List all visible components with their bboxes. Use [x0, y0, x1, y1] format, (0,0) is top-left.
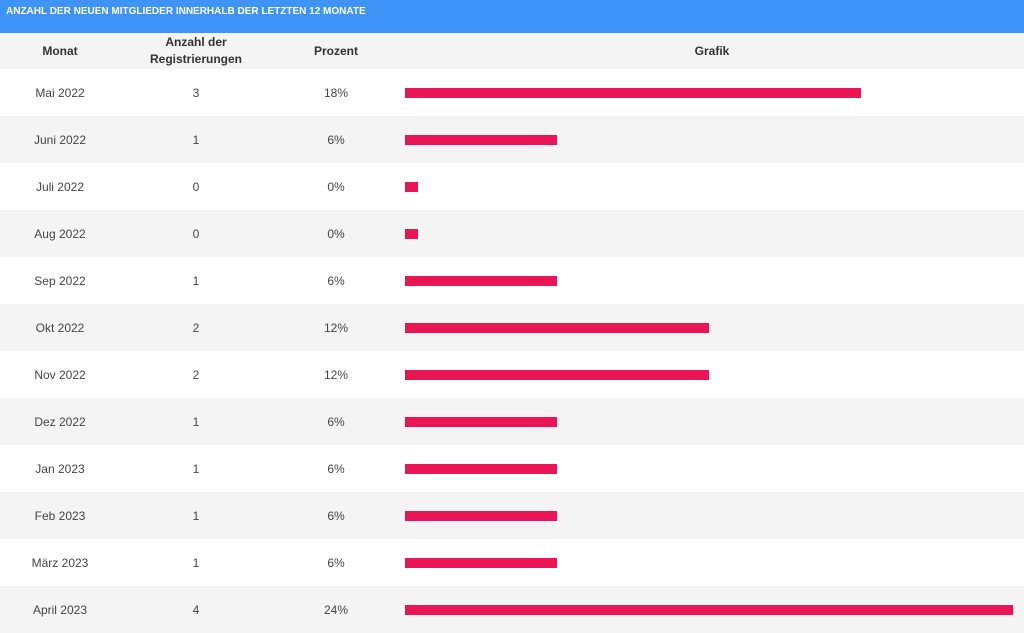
percent-cell: 6% — [272, 398, 400, 445]
count-cell: 1 — [120, 116, 272, 163]
month-cell: Okt 2022 — [0, 304, 120, 351]
registrations-table: Monat Anzahl der Registrierungen Prozent … — [0, 33, 1024, 633]
table-row: Okt 2022 2 12% — [0, 304, 1024, 351]
percent-cell: 12% — [272, 304, 400, 351]
bar-track — [405, 557, 1013, 568]
bar-track — [405, 604, 1013, 615]
percent-cell: 18% — [272, 69, 400, 116]
table-row: Nov 2022 2 12% — [0, 351, 1024, 398]
month-cell: Nov 2022 — [0, 351, 120, 398]
bar-cell — [400, 351, 1024, 398]
column-header-percent: Prozent — [272, 33, 400, 69]
bar-9 — [405, 510, 557, 521]
column-header-chart: Grafik — [400, 33, 1024, 69]
chart-title: ANZAHL DER NEUEN MITGLIEDER INNERHALB DE… — [0, 0, 1024, 33]
percent-cell: 6% — [272, 445, 400, 492]
month-cell: Sep 2022 — [0, 257, 120, 304]
bar-3 — [405, 228, 418, 239]
count-cell: 2 — [120, 351, 272, 398]
bar-track — [405, 134, 1013, 145]
month-cell: Jan 2023 — [0, 445, 120, 492]
month-cell: Aug 2022 — [0, 210, 120, 257]
bar-track — [405, 87, 1013, 98]
table-row: Juni 2022 1 6% — [0, 116, 1024, 163]
bar-cell — [400, 304, 1024, 351]
table-row: Jan 2023 1 6% — [0, 445, 1024, 492]
bar-1 — [405, 134, 557, 145]
bar-4 — [405, 275, 557, 286]
count-cell: 0 — [120, 210, 272, 257]
table-row: März 2023 1 6% — [0, 539, 1024, 586]
count-cell: 1 — [120, 492, 272, 539]
bar-cell — [400, 69, 1024, 116]
percent-cell: 6% — [272, 539, 400, 586]
table-row: Feb 2023 1 6% — [0, 492, 1024, 539]
bar-track — [405, 510, 1013, 521]
bar-2 — [405, 181, 418, 192]
table-row: April 2023 4 24% — [0, 586, 1024, 633]
percent-cell: 0% — [272, 210, 400, 257]
count-cell: 1 — [120, 257, 272, 304]
bar-cell — [400, 539, 1024, 586]
percent-cell: 12% — [272, 351, 400, 398]
bar-5 — [405, 322, 709, 333]
count-cell: 4 — [120, 586, 272, 633]
table-row: Sep 2022 1 6% — [0, 257, 1024, 304]
bar-cell — [400, 210, 1024, 257]
table-row: Juli 2022 0 0% — [0, 163, 1024, 210]
count-cell: 2 — [120, 304, 272, 351]
percent-cell: 6% — [272, 116, 400, 163]
table-header-row: Monat Anzahl der Registrierungen Prozent … — [0, 33, 1024, 69]
month-cell: März 2023 — [0, 539, 120, 586]
month-cell: Juni 2022 — [0, 116, 120, 163]
percent-cell: 0% — [272, 163, 400, 210]
bar-cell — [400, 257, 1024, 304]
bar-10 — [405, 557, 557, 568]
percent-cell: 24% — [272, 586, 400, 633]
month-cell: Dez 2022 — [0, 398, 120, 445]
month-cell: Juli 2022 — [0, 163, 120, 210]
percent-cell: 6% — [272, 257, 400, 304]
bar-track — [405, 416, 1013, 427]
month-cell: Feb 2023 — [0, 492, 120, 539]
bar-track — [405, 322, 1013, 333]
bar-cell — [400, 586, 1024, 633]
bar-11 — [405, 604, 1013, 615]
bar-track — [405, 181, 1013, 192]
bar-7 — [405, 416, 557, 427]
month-cell: Mai 2022 — [0, 69, 120, 116]
count-cell: 0 — [120, 163, 272, 210]
bar-cell — [400, 398, 1024, 445]
bar-6 — [405, 369, 709, 380]
count-cell: 1 — [120, 445, 272, 492]
table-row: Aug 2022 0 0% — [0, 210, 1024, 257]
column-header-count: Anzahl der Registrierungen — [120, 33, 272, 69]
bar-track — [405, 463, 1013, 474]
column-header-month: Monat — [0, 33, 120, 69]
percent-cell: 6% — [272, 492, 400, 539]
table-row: Dez 2022 1 6% — [0, 398, 1024, 445]
bar-cell — [400, 116, 1024, 163]
month-cell: April 2023 — [0, 586, 120, 633]
table-row: Mai 2022 3 18% — [0, 69, 1024, 116]
column-header-count-line1: Anzahl der — [165, 35, 227, 49]
bar-cell — [400, 492, 1024, 539]
bar-track — [405, 228, 1013, 239]
bar-0 — [405, 87, 861, 98]
count-cell: 3 — [120, 69, 272, 116]
count-cell: 1 — [120, 398, 272, 445]
column-header-count-line2: Registrierungen — [149, 52, 242, 66]
bar-cell — [400, 445, 1024, 492]
bar-8 — [405, 463, 557, 474]
bar-cell — [400, 163, 1024, 210]
bar-track — [405, 275, 1013, 286]
count-cell: 1 — [120, 539, 272, 586]
bar-track — [405, 369, 1013, 380]
